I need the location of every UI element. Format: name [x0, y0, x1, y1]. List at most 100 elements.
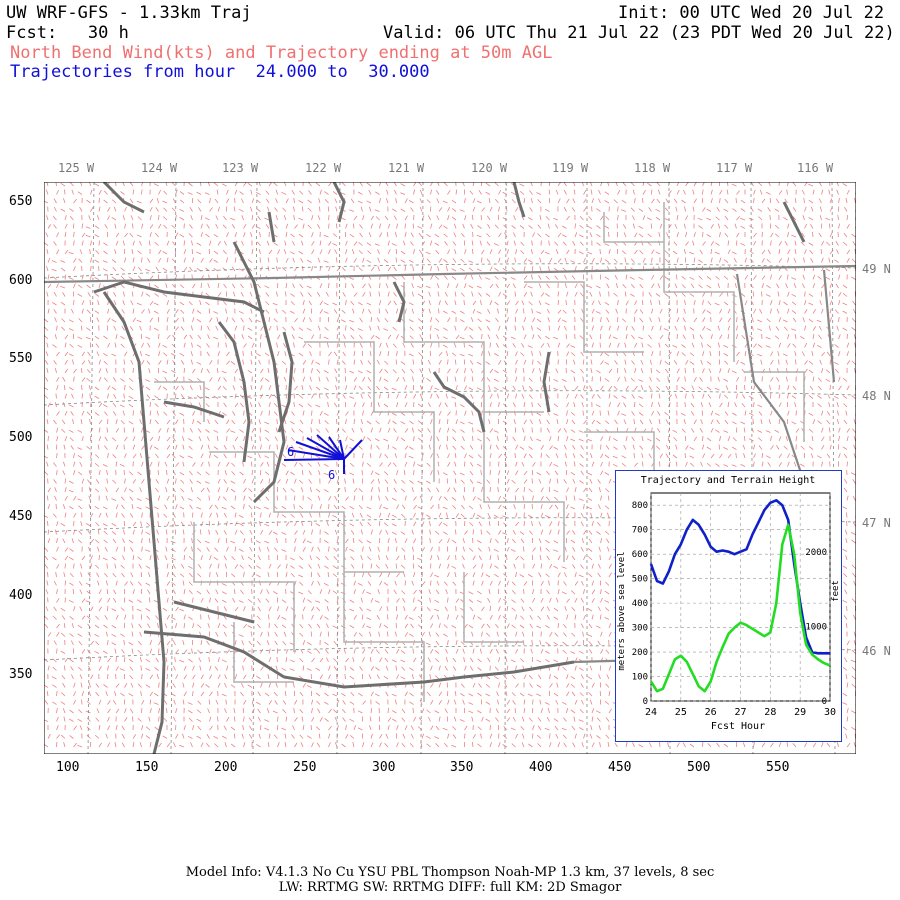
wind-barb — [379, 393, 381, 399]
wind-barb — [583, 189, 587, 195]
wind-barb — [64, 487, 67, 493]
wind-barb — [260, 393, 263, 399]
wind-barb — [324, 420, 329, 425]
wind-barb — [437, 461, 440, 467]
wind-barb — [468, 387, 474, 391]
wind-barb — [621, 395, 627, 399]
wind-barb — [523, 479, 528, 484]
wind-barb — [366, 182, 372, 187]
wind-barb — [572, 478, 576, 484]
wind-barb — [200, 282, 203, 289]
wind-barb — [548, 240, 550, 246]
wind-barb — [46, 249, 49, 255]
wind-barb — [443, 182, 448, 187]
wind-barb — [106, 478, 108, 484]
wind-barb — [345, 411, 349, 416]
wind-barb — [359, 232, 363, 238]
wind-barb — [96, 317, 100, 323]
wind-barb — [370, 410, 374, 416]
wind-barb — [819, 300, 822, 306]
wind-barb — [631, 334, 635, 340]
wind-barb — [447, 206, 451, 212]
wind-barb — [200, 512, 203, 518]
wind-barb — [158, 189, 162, 195]
wind-barb — [200, 223, 203, 229]
wind-barb — [702, 444, 704, 450]
wind-barb — [846, 249, 851, 255]
wind-barb — [358, 267, 363, 272]
wind-barb — [318, 393, 321, 399]
wind-barb — [690, 428, 695, 433]
wind-barb — [774, 224, 780, 229]
wind-barb — [547, 266, 550, 272]
wind-barb — [821, 189, 824, 195]
wind-barb — [328, 359, 330, 365]
wind-barb — [506, 470, 510, 476]
wind-barb — [843, 241, 848, 246]
wind-barb — [200, 521, 204, 527]
wind-barb — [358, 505, 363, 510]
wind-barb — [379, 512, 382, 518]
wind-barb — [498, 504, 502, 510]
wind-barb — [255, 191, 261, 195]
wind-barb — [230, 505, 236, 510]
wind-barb — [476, 514, 482, 518]
wind-barb — [853, 419, 856, 425]
wind-barb — [685, 445, 689, 450]
wind-barb — [205, 471, 210, 476]
wind-barb — [566, 198, 570, 204]
wind-barb — [199, 529, 202, 535]
wind-barb — [141, 436, 144, 442]
wind-barb — [752, 418, 754, 425]
wind-barb — [430, 453, 433, 459]
wind-barb — [73, 470, 76, 476]
wind-barb — [121, 309, 125, 314]
wind-barb — [591, 198, 594, 204]
wind-barb — [675, 206, 678, 212]
wind-barb — [317, 215, 321, 221]
wind-barb — [655, 208, 661, 212]
wind-barb — [359, 317, 363, 323]
wind-barb — [753, 401, 755, 408]
wind-barb — [727, 453, 732, 459]
wind-barb — [794, 198, 797, 204]
wind-barb — [231, 224, 236, 229]
wind-barb — [200, 444, 204, 450]
wind-barb — [641, 342, 644, 348]
wind-barb — [523, 436, 526, 442]
wind-barb — [590, 512, 593, 518]
wind-barb — [472, 206, 476, 212]
wind-barb — [214, 419, 219, 425]
wind-barb — [447, 283, 450, 289]
wind-barb — [272, 302, 278, 306]
wind-barb — [276, 538, 278, 544]
wind-barb — [73, 240, 75, 246]
wind-barb — [595, 285, 601, 289]
wind-barb — [404, 223, 406, 229]
wind-barb — [334, 368, 338, 374]
wind-barb — [714, 302, 720, 306]
wind-barb — [506, 487, 510, 493]
wind-barb — [821, 240, 825, 246]
wind-barb — [292, 283, 295, 289]
wind-barb — [308, 479, 312, 484]
wind-barb — [391, 412, 397, 416]
wind-barb — [651, 402, 653, 408]
wind-barb — [591, 308, 595, 314]
wind-barb — [502, 420, 508, 425]
wind-barb — [217, 461, 221, 467]
wind-barb — [404, 393, 408, 399]
wind-barb — [298, 251, 304, 255]
wind-barb — [658, 342, 661, 348]
wind-barb — [103, 190, 108, 195]
wind-barb — [319, 504, 322, 510]
wind-barb — [88, 470, 91, 476]
wind-barb — [736, 232, 740, 238]
wind-barb — [107, 206, 111, 212]
wind-barb — [207, 444, 210, 450]
wind-barb — [233, 206, 236, 212]
wind-barb — [293, 393, 295, 399]
wind-barb — [538, 538, 542, 544]
wind-barb — [536, 318, 542, 323]
wind-barb — [702, 231, 704, 238]
